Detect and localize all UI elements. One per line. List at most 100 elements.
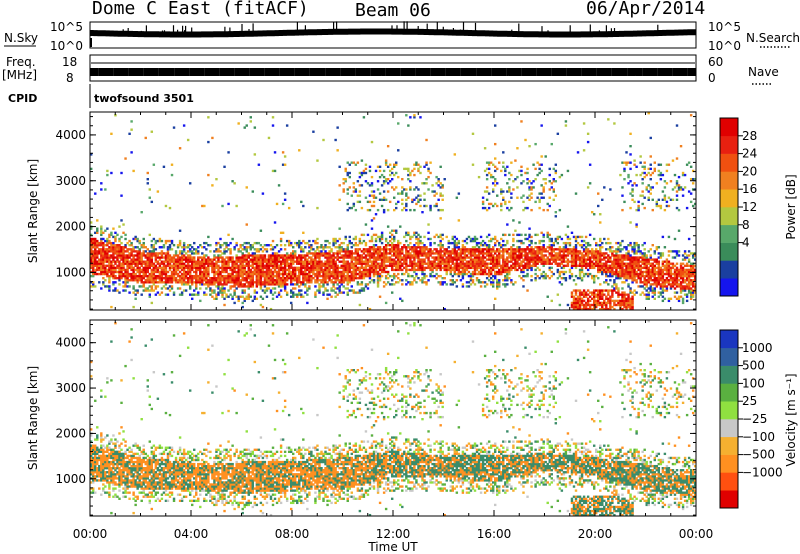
power-cell	[160, 270, 164, 274]
power-cell	[223, 268, 226, 272]
power-cell	[421, 277, 424, 280]
power-cell	[215, 178, 218, 181]
power-cell	[536, 196, 539, 199]
power-cell	[449, 270, 452, 274]
power-cell	[275, 295, 279, 298]
power-cell	[308, 285, 311, 288]
power-cell	[354, 208, 358, 212]
power-cell	[530, 196, 533, 199]
power-cell	[346, 260, 349, 263]
power-cell	[134, 262, 137, 265]
power-cell	[572, 262, 576, 265]
power-cell	[247, 293, 250, 296]
power-cell	[597, 252, 600, 255]
power-cell	[259, 256, 263, 259]
power-cell	[439, 274, 442, 278]
power-cell	[463, 264, 467, 267]
power-cell	[195, 285, 198, 288]
power-cell	[182, 274, 186, 278]
station-title: Dome C East (fitACF)	[92, 0, 309, 19]
power-cell	[455, 196, 459, 199]
power-cell	[312, 277, 315, 280]
power-cell	[213, 258, 216, 261]
power-cell	[401, 190, 404, 193]
power-cell	[494, 266, 497, 270]
power-cell	[283, 244, 287, 247]
noise-left-exp-low: 10^0	[50, 39, 83, 53]
power-cell	[180, 252, 184, 255]
power-cell	[126, 268, 129, 272]
power-cell	[251, 258, 255, 261]
power-cell	[308, 287, 311, 290]
power-cell	[166, 262, 170, 265]
power-cell	[241, 272, 244, 276]
power-cell	[607, 256, 610, 259]
power-cell	[597, 250, 600, 253]
power-cell	[372, 246, 376, 249]
power-cell	[215, 277, 218, 280]
power-cell	[370, 194, 374, 197]
power-cell	[164, 268, 168, 272]
power-cell	[154, 281, 158, 284]
power-cell	[366, 274, 370, 278]
power-cell	[336, 149, 339, 152]
power-cell	[233, 270, 236, 274]
power-cell	[409, 237, 412, 241]
power-cell	[160, 287, 164, 290]
power-cell	[102, 244, 105, 247]
power-cell	[354, 260, 358, 263]
power-cell	[360, 274, 364, 278]
power-cell	[542, 277, 545, 280]
power-cell	[237, 299, 240, 303]
power-cell	[459, 266, 463, 270]
power-cell	[318, 279, 321, 282]
power-cell	[138, 272, 141, 276]
power-cell	[386, 256, 390, 259]
power-cell	[148, 289, 151, 292]
power-cell	[485, 244, 489, 247]
power-cell	[241, 285, 244, 288]
power-cell	[217, 287, 220, 290]
power-cell	[485, 258, 489, 261]
power-cell	[148, 281, 151, 284]
power-cell	[609, 289, 612, 292]
power-cell	[374, 213, 378, 216]
power-cell	[154, 285, 158, 288]
power-cell	[570, 254, 574, 257]
power-cell	[106, 227, 109, 230]
power-cell	[356, 277, 360, 280]
power-cell	[154, 264, 158, 267]
power-cell	[558, 274, 562, 278]
power-cell	[374, 237, 378, 241]
power-cell	[441, 237, 444, 241]
power-cell	[201, 258, 204, 261]
power-cell	[324, 270, 327, 274]
power-cell	[178, 293, 182, 296]
power-cell	[597, 258, 600, 261]
power-cell	[263, 281, 267, 284]
power-cell	[294, 268, 297, 272]
power-cell	[607, 248, 610, 251]
power-cell	[342, 277, 345, 280]
power-cell	[186, 260, 190, 263]
power-cell	[188, 244, 192, 247]
power-cell	[469, 266, 473, 270]
power-cell	[94, 237, 97, 241]
power-cell	[283, 256, 287, 259]
power-cell	[188, 272, 192, 276]
power-cell	[203, 272, 206, 276]
power-cell	[588, 305, 592, 309]
power-cell	[223, 264, 226, 267]
power-cell	[219, 283, 222, 286]
power-cell	[437, 178, 440, 181]
power-cell	[271, 252, 275, 255]
power-cell	[566, 264, 570, 267]
cpid-value: twofsound 3501	[94, 92, 194, 105]
power-cell	[409, 256, 412, 259]
power-cell	[544, 272, 547, 276]
power-cell	[595, 260, 598, 263]
power-cell	[348, 277, 351, 280]
power-cell	[393, 163, 396, 166]
power-cell	[178, 241, 182, 245]
power-cell	[336, 279, 339, 282]
